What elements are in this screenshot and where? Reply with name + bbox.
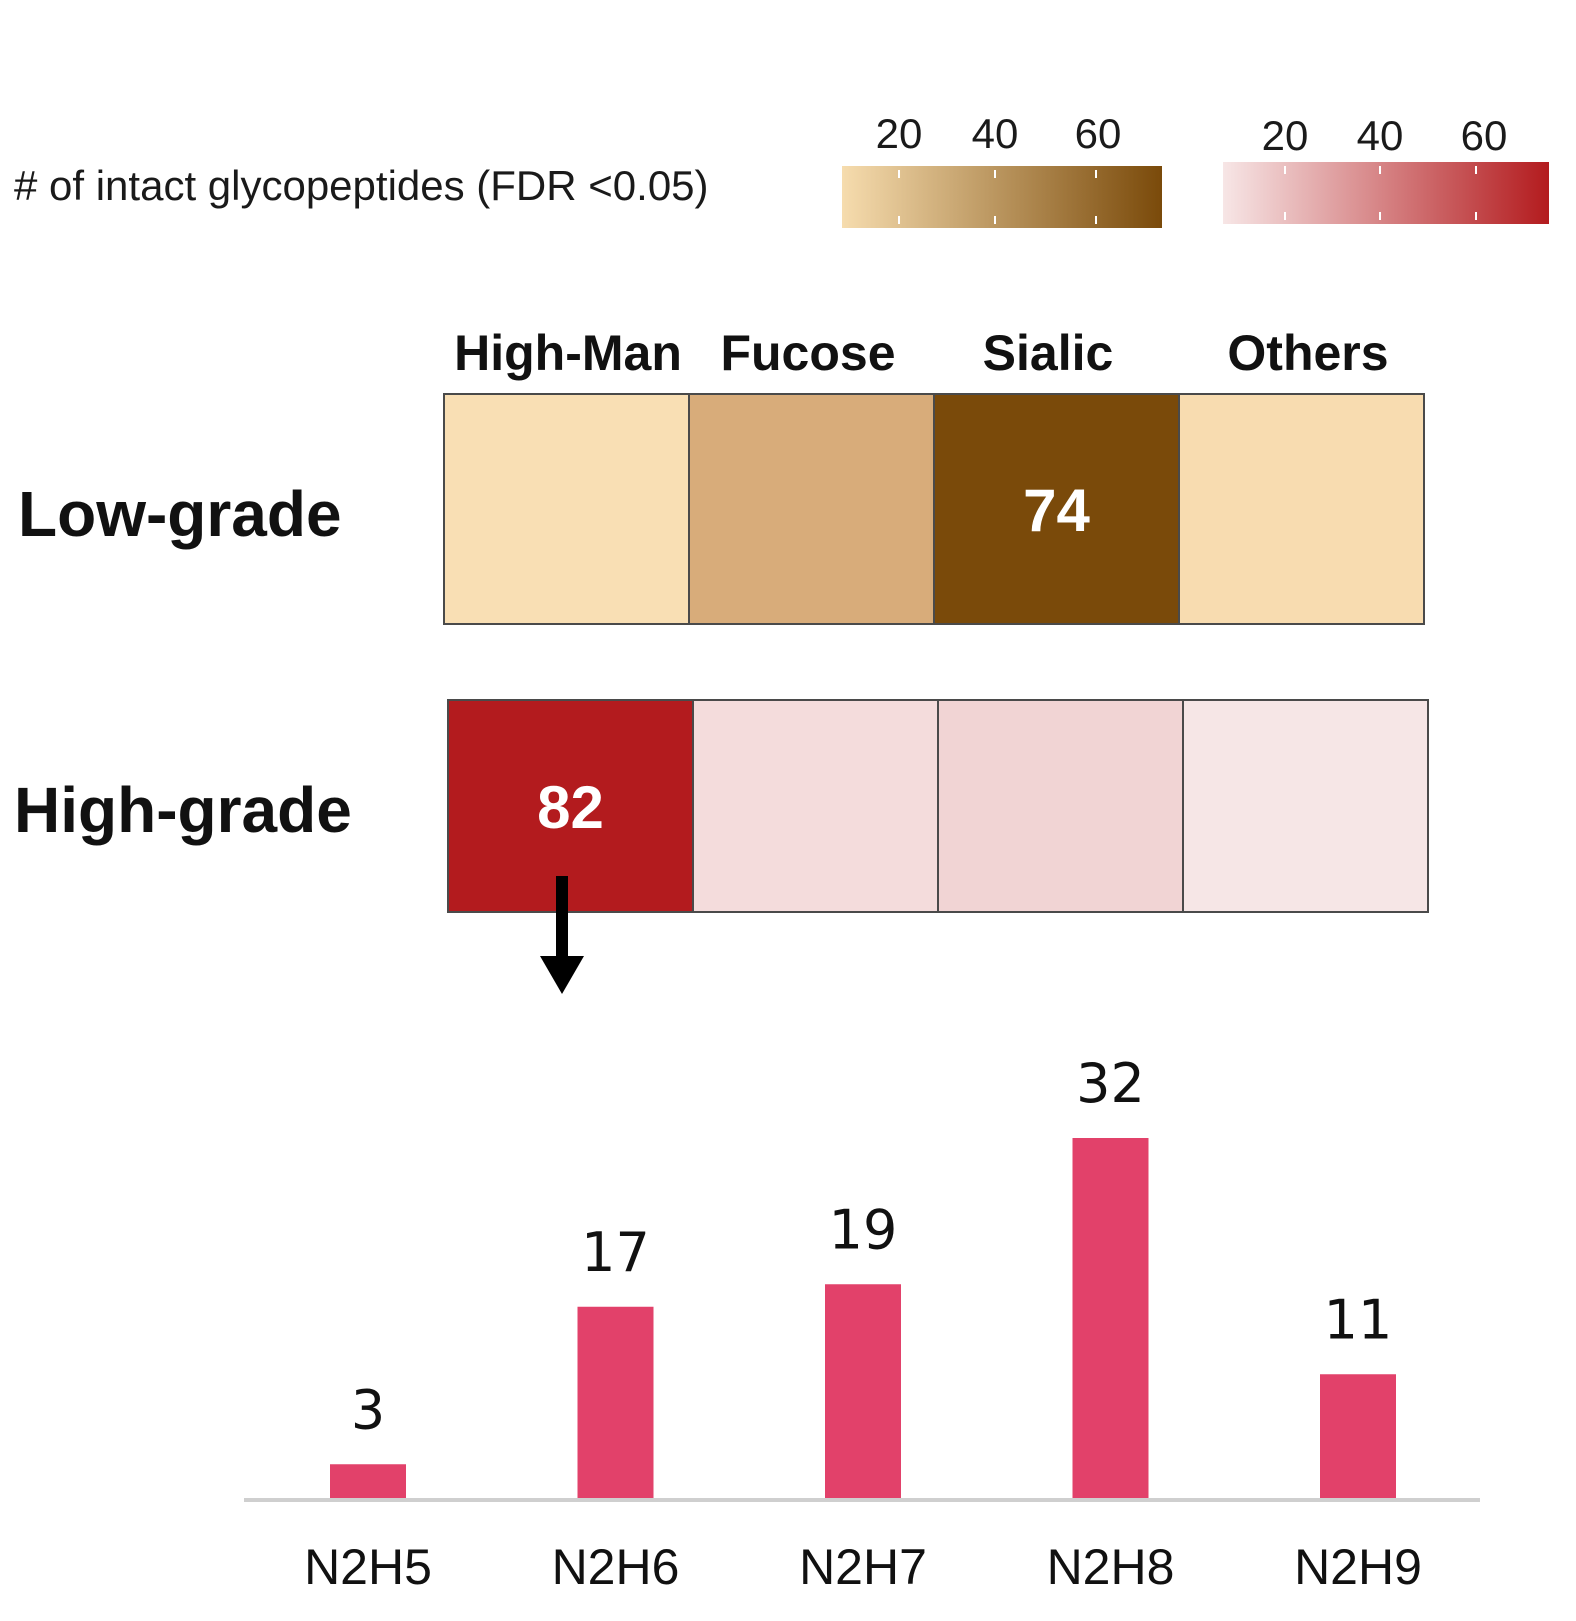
bar-value-label: 32 (1076, 1052, 1145, 1115)
drilldown-arrow (540, 876, 584, 994)
bar (1320, 1374, 1396, 1498)
bar-value-label: 3 (351, 1378, 385, 1441)
colorbar-red-tick-label: 20 (1262, 112, 1309, 159)
heatmap-cell-label: 82 (537, 774, 604, 841)
bar-value-label: 19 (829, 1198, 898, 1261)
heatmap-cell (447, 699, 694, 913)
legend-scale-red: 20 40 60 (1223, 112, 1549, 224)
heatmap-cell (1182, 699, 1429, 913)
bar-category-label: N2H5 (304, 1539, 432, 1595)
heatmap-cell (688, 393, 935, 625)
bar-category-label: N2H7 (799, 1539, 927, 1595)
bar-category-label: N2H9 (1294, 1539, 1422, 1595)
heatmap-cell (443, 393, 690, 625)
bar (825, 1284, 901, 1498)
heatmap-cell (933, 393, 1180, 625)
bar-category-label: N2H8 (1047, 1539, 1175, 1595)
legend-scale-brown: 20 40 60 (842, 110, 1162, 228)
bar (577, 1306, 654, 1498)
heatmap-row-label-low-grade: Low-grade (18, 478, 342, 550)
bar-value-label: 11 (1324, 1288, 1393, 1351)
colorbar-brown-tick-label: 40 (972, 110, 1019, 157)
heatmap-col-label-others: Others (1227, 325, 1388, 381)
heatmap-cell (1178, 393, 1425, 625)
heatmap-cell (692, 699, 939, 913)
colorbar-red-tick-label: 60 (1461, 112, 1508, 159)
colorbar-red (1223, 162, 1549, 224)
colorbar-brown-tick-label: 60 (1075, 110, 1122, 157)
bar (330, 1464, 406, 1498)
heatmap-col-label-sialic: Sialic (983, 325, 1114, 381)
colorbar-brown-tick-label: 20 (876, 110, 923, 157)
heatmap-cell-label: 74 (1023, 477, 1090, 544)
heatmap-row-label-high-grade: High-grade (14, 774, 352, 846)
heatmap-col-label-high-man: High-Man (454, 325, 682, 381)
colorbar-red-tick-label: 40 (1357, 112, 1404, 159)
heatmap-col-label-fucose: Fucose (720, 325, 895, 381)
legend-title: # of intact glycopeptides (FDR <0.05) (14, 162, 709, 209)
bar-value-label: 17 (581, 1221, 650, 1284)
colorbar-brown (842, 166, 1162, 228)
bar-chart: 3 N2H5 17 N2H6 19 N2H7 32 N2H8 11 N2H9 (304, 1052, 1422, 1595)
bar (1072, 1138, 1149, 1498)
heatmap: 74 82 (443, 393, 1429, 913)
heatmap-cell (937, 699, 1184, 913)
bar-category-label: N2H6 (552, 1539, 680, 1595)
